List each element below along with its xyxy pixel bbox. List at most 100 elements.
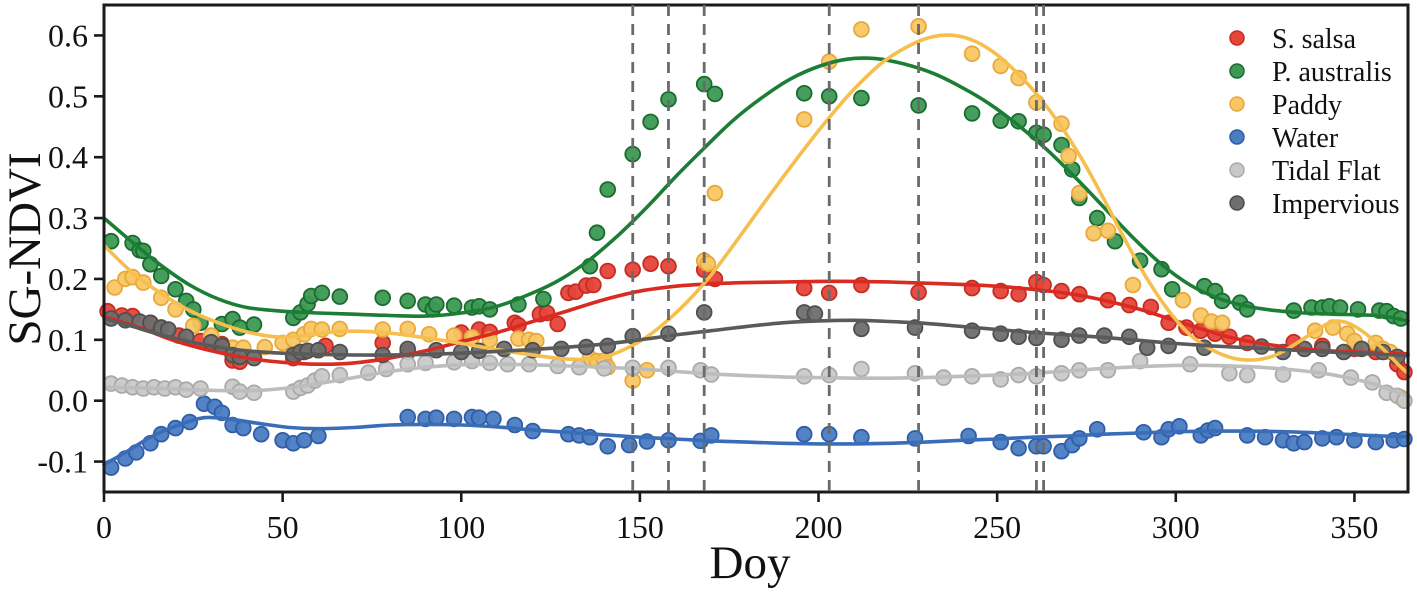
legend-label-tidal-flat: Tidal Flat	[1272, 156, 1381, 187]
y-axis-title: SG-NDVI	[0, 152, 51, 345]
data-point	[599, 437, 616, 455]
y-tick-label: -0.1	[37, 444, 88, 480]
series-impervious-curve	[102, 316, 1410, 358]
data-point	[1174, 291, 1192, 309]
data-point	[1238, 366, 1256, 384]
y-tick-label: 0.1	[48, 322, 88, 358]
data-point	[1124, 276, 1142, 294]
data-point	[1085, 225, 1102, 242]
series-paddy-curve	[102, 33, 1410, 376]
data-point	[106, 279, 123, 296]
data-point	[1099, 361, 1117, 379]
legend-label-paddy: Paddy	[1272, 90, 1342, 121]
data-point	[1206, 419, 1224, 437]
legend-label-s-salsa: S. salsa	[1272, 24, 1357, 55]
data-point	[310, 427, 327, 445]
data-point	[795, 425, 813, 443]
series-s-salsa-curve	[102, 279, 1410, 367]
legend-marker-p-australis	[1229, 63, 1245, 79]
data-point	[588, 224, 606, 242]
data-point	[642, 255, 659, 273]
legend-entry-p-australis: P. australis	[1229, 57, 1392, 88]
data-point	[445, 297, 463, 315]
legend-marker-paddy	[1229, 96, 1245, 112]
data-point	[1396, 430, 1413, 448]
data-point	[374, 289, 392, 307]
x-tick-label: 200	[795, 509, 843, 545]
data-point	[806, 305, 824, 322]
data-point	[706, 184, 724, 202]
series-water-points	[102, 395, 1413, 476]
legend-marker-tidal-flat	[1229, 162, 1245, 178]
y-tick-label: 0.0	[48, 383, 88, 419]
data-point	[620, 436, 638, 454]
x-tick-label: 350	[1330, 509, 1378, 545]
data-point	[331, 288, 349, 305]
series-tidal-flat-curve	[102, 362, 1410, 398]
y-tick-label: 0.3	[48, 200, 88, 236]
data-point	[853, 320, 870, 338]
data-point	[427, 296, 445, 313]
series-water-curve	[102, 415, 1410, 467]
data-point	[853, 89, 870, 107]
legend-entry-water: Water	[1229, 123, 1339, 154]
data-point	[1071, 184, 1088, 202]
data-point	[252, 425, 270, 443]
y-tick-label: 0.5	[48, 78, 88, 114]
x-axis-title: Doy	[710, 537, 791, 589]
data-point	[399, 292, 417, 310]
data-point	[485, 410, 502, 428]
x-tick-label: 150	[616, 509, 664, 545]
data-point	[585, 276, 602, 294]
data-point	[1010, 439, 1027, 457]
legend-entry-impervious: Impervious	[1229, 189, 1400, 220]
data-point	[167, 280, 184, 298]
data-point	[642, 113, 659, 131]
data-point	[295, 431, 313, 449]
data-point	[599, 262, 616, 280]
plot-area: 0 50 100 150 200 250 300 350 -0.1 0.0 0.1 0.2 0.3 0.4…	[37, 17, 1413, 545]
data-point	[1221, 364, 1238, 382]
legend-label-p-australis: P. australis	[1272, 57, 1392, 88]
data-point	[699, 255, 717, 273]
data-point	[331, 320, 349, 338]
legend-entry-paddy: Paddy	[1229, 90, 1342, 121]
data-point	[963, 45, 981, 62]
data-point	[245, 316, 263, 333]
series-p-australis-curve	[102, 56, 1410, 323]
data-point	[535, 290, 552, 308]
data-point	[795, 111, 813, 128]
data-point	[399, 408, 417, 426]
data-point	[853, 360, 870, 378]
data-point	[1296, 433, 1313, 451]
data-point	[1010, 69, 1027, 87]
legend-marker-impervious	[1229, 195, 1245, 211]
data-point	[1213, 314, 1231, 332]
data-point	[470, 409, 488, 427]
y-tick-label: 0.6	[48, 17, 88, 53]
data-point	[963, 105, 981, 122]
y-tick-label: 0.2	[48, 261, 88, 297]
legend-marker-s-salsa	[1229, 30, 1245, 46]
x-tick-label: 50	[267, 509, 299, 545]
data-point	[795, 85, 813, 102]
data-point	[1121, 328, 1138, 346]
legend-label-water: Water	[1272, 123, 1339, 154]
data-point	[1071, 430, 1088, 447]
data-point	[853, 21, 870, 38]
data-point	[549, 315, 566, 333]
data-point	[1088, 209, 1106, 227]
legend-entry-tidal-flat: Tidal Flat	[1229, 156, 1381, 187]
data-point	[599, 181, 616, 198]
data-point	[331, 343, 349, 361]
phenology-vlines	[631, 5, 1045, 492]
data-point	[1099, 222, 1117, 240]
y-tick-label: 0.4	[48, 139, 88, 175]
data-point	[1163, 280, 1181, 298]
legend-label-impervious: Impervious	[1272, 189, 1400, 220]
legend-entry-s-salsa: S. salsa	[1229, 24, 1357, 55]
x-tick-label: 100	[437, 509, 485, 545]
